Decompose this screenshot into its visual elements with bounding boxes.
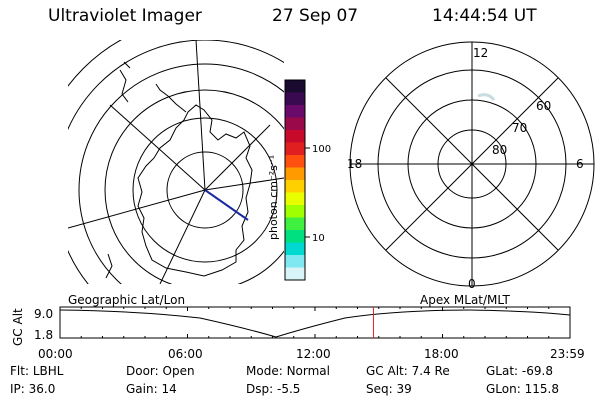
- time-label: 14:44:54 UT: [432, 6, 537, 26]
- colorbar-band: [285, 255, 305, 268]
- status-flt: Flt: LBHL: [10, 364, 64, 378]
- map-lat-circle: [132, 117, 278, 263]
- map-meridian: [159, 189, 206, 284]
- status-mode: Mode: Normal: [246, 364, 330, 378]
- map-lat-circle: [78, 63, 284, 284]
- status-dsp: Dsp: -5.5: [246, 382, 301, 396]
- colorbar-tick-label: 10: [312, 233, 325, 244]
- colorbar-band: [285, 105, 305, 118]
- status-door: Door: Open: [126, 364, 195, 378]
- mlat-label-60: 60: [536, 99, 551, 113]
- status-glon: GLon: 115.8: [486, 382, 559, 396]
- colorbar-band: [285, 167, 305, 181]
- timeline-xtick: 23:59: [550, 347, 585, 361]
- colorbar-band: [285, 155, 305, 168]
- island-coastline: [105, 253, 113, 279]
- timeline-xtick: 18:00: [424, 347, 459, 361]
- colorbar-gradient: [285, 80, 305, 281]
- polar-meridian: [385, 77, 559, 251]
- colorbar-band: [285, 230, 305, 243]
- status-ip: IP: 36.0: [10, 382, 56, 396]
- mlat-label-80: 80: [492, 143, 507, 157]
- instrument-title: Ultraviolet Imager: [48, 6, 202, 26]
- status-glat: GLat: -69.8: [486, 364, 553, 378]
- altitude-curve: [59, 309, 571, 338]
- timeline-xtick: 12:00: [296, 347, 331, 361]
- altitude-timeline: Geographic Lat/Lon Apex MLat/MLT GC Alt …: [11, 293, 585, 361]
- map-meridian: [195, 40, 206, 191]
- timeline-xtick: 00:00: [38, 347, 73, 361]
- colorbar-band: [285, 217, 305, 231]
- mlt-label-0: 0: [468, 277, 476, 291]
- colorbar-band: [285, 142, 305, 156]
- colorbar-band: [285, 117, 305, 131]
- antarctica-coastline: [137, 104, 253, 277]
- colorbar-tick-label: 100: [312, 144, 331, 155]
- timeline-xtick: 06:00: [168, 347, 203, 361]
- map-meridian: [68, 189, 206, 229]
- faint-aurora: [477, 93, 496, 101]
- map-lat-circle: [166, 151, 244, 229]
- island-coastline: [123, 61, 131, 69]
- mlt-label-6: 6: [576, 157, 584, 171]
- colorbar-band: [285, 130, 305, 143]
- peninsula-coastline: [155, 83, 187, 113]
- status-gc-alt: GC Alt: 7.4 Re: [366, 364, 450, 378]
- status-seq: Seq: 39: [366, 382, 412, 396]
- timeline-ytick-top: 9.0: [34, 307, 53, 321]
- timeline-left-caption: Geographic Lat/Lon: [68, 293, 185, 307]
- timeline-frame: [59, 306, 571, 339]
- mlt-label-12: 12: [473, 46, 488, 60]
- colorbar-band: [285, 92, 305, 106]
- status-gain: Gain: 14: [126, 382, 177, 396]
- map-meridian: [204, 124, 271, 191]
- timeline-ytick-bottom: 1.8: [34, 328, 53, 342]
- map-meridian: [109, 104, 206, 191]
- timeline-ylabel: GC Alt: [11, 308, 25, 346]
- timeline-right-caption: Apex MLat/MLT: [420, 293, 510, 307]
- geographic-map: [68, 40, 284, 284]
- colorbar: 100 10 photon cm⁻²s⁻¹: [267, 79, 331, 281]
- map-meridian: [204, 177, 284, 191]
- south-america-coastline: [119, 69, 129, 103]
- map-lat-circle: [104, 89, 284, 284]
- colorbar-band: [285, 267, 305, 281]
- mlat-label-70: 70: [512, 121, 527, 135]
- satellite-footpoint-line: [204, 189, 249, 221]
- colorbar-unit-label: photon cm⁻²s⁻¹: [267, 155, 280, 240]
- colorbar-band: [285, 180, 305, 193]
- date-label: 27 Sep 07: [272, 6, 359, 26]
- colorbar-band: [285, 242, 305, 256]
- polar-plot: [349, 41, 595, 287]
- colorbar-band: [285, 205, 305, 218]
- colorbar-band: [285, 192, 305, 206]
- mlt-label-18: 18: [347, 157, 362, 171]
- colorbar-frame: [284, 79, 306, 281]
- colorbar-band: [285, 80, 305, 93]
